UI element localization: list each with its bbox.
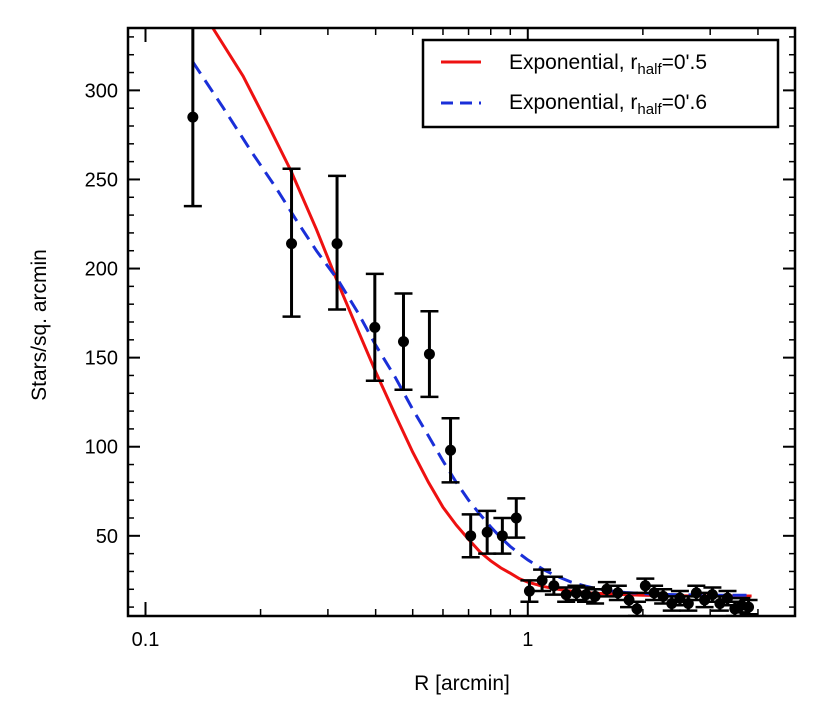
data-point-14: [557, 586, 576, 603]
legend-label-1-sub: half: [637, 101, 662, 118]
point-marker-20: [623, 594, 635, 606]
legend-label-0-sub: half: [637, 61, 662, 78]
y-tick-label-200: 200: [85, 259, 118, 281]
data-point-13: [544, 575, 563, 596]
x-tick-label-1: 1: [522, 629, 533, 651]
point-marker-0: [187, 111, 199, 123]
point-marker-30: [706, 589, 718, 601]
data-point-35: [739, 598, 758, 616]
data-point-6: [441, 416, 460, 484]
data-point-15: [567, 584, 586, 602]
point-marker-3: [369, 321, 381, 333]
point-marker-13: [548, 580, 560, 592]
y-tick-label-50: 50: [96, 526, 118, 548]
data-point-4: [394, 292, 413, 391]
legend-label-1-suffix: =0'.6: [662, 91, 707, 114]
y-tick-label-250: 250: [85, 169, 118, 191]
point-marker-8: [481, 526, 493, 538]
point-marker-7: [465, 530, 477, 542]
y-tick-label-100: 100: [85, 437, 118, 459]
point-marker-1: [286, 238, 298, 250]
point-marker-10: [510, 512, 522, 524]
point-marker-14: [560, 589, 572, 601]
data-point-18: [597, 580, 616, 598]
data-point-2: [328, 174, 347, 311]
data-point-30: [703, 586, 722, 603]
legend-label-exponential-0.6: Exponential, rhalf=0'.6: [509, 91, 707, 118]
axis-ticks: 50 100 150 200 250 300 0.1 1: [85, 28, 796, 651]
data-point-5: [420, 310, 439, 399]
point-marker-5: [423, 348, 435, 360]
point-marker-15: [570, 587, 582, 599]
data-points: [183, 28, 758, 616]
legend: Exponential, rhalf=0'.5 Exponential, rha…: [421, 38, 780, 129]
point-marker-17: [589, 590, 601, 602]
data-point-7: [461, 513, 480, 559]
point-marker-6: [445, 444, 457, 456]
point-marker-4: [397, 336, 409, 348]
data-point-0: [183, 28, 202, 208]
y-tick-label-150: 150: [85, 348, 118, 370]
point-marker-9: [496, 530, 508, 542]
legend-box: [421, 38, 780, 129]
point-marker-12: [536, 574, 548, 586]
point-marker-35: [743, 601, 755, 613]
point-marker-19: [612, 587, 624, 599]
legend-label-exponential-0.5: Exponential, rhalf=0'.5: [509, 51, 707, 78]
point-marker-21: [631, 603, 643, 615]
data-point-8: [478, 509, 497, 555]
y-tick-label-300: 300: [85, 80, 118, 102]
y-axis-label: Stars/sq. arcmin: [28, 249, 51, 401]
x-tick-label-0.1: 0.1: [132, 629, 160, 651]
data-point-9: [493, 516, 512, 555]
data-point-1: [282, 167, 301, 318]
data-point-10: [507, 497, 526, 539]
legend-label-1-main: Exponential, r: [509, 91, 637, 114]
point-marker-16: [580, 589, 592, 601]
x-axis-label: R [arcmin]: [414, 672, 510, 695]
plot-frame: [126, 26, 797, 618]
data-point-17: [586, 588, 605, 605]
point-marker-11: [523, 585, 535, 597]
data-point-3: [365, 272, 384, 383]
legend-label-0-main: Exponential, r: [509, 51, 637, 74]
legend-label-0-suffix: =0'.5: [662, 51, 707, 74]
data-point-11: [520, 579, 539, 603]
data-point-21: [627, 600, 646, 616]
data-point-12: [533, 568, 552, 593]
data-point-16: [577, 586, 596, 603]
point-marker-2: [331, 238, 343, 250]
